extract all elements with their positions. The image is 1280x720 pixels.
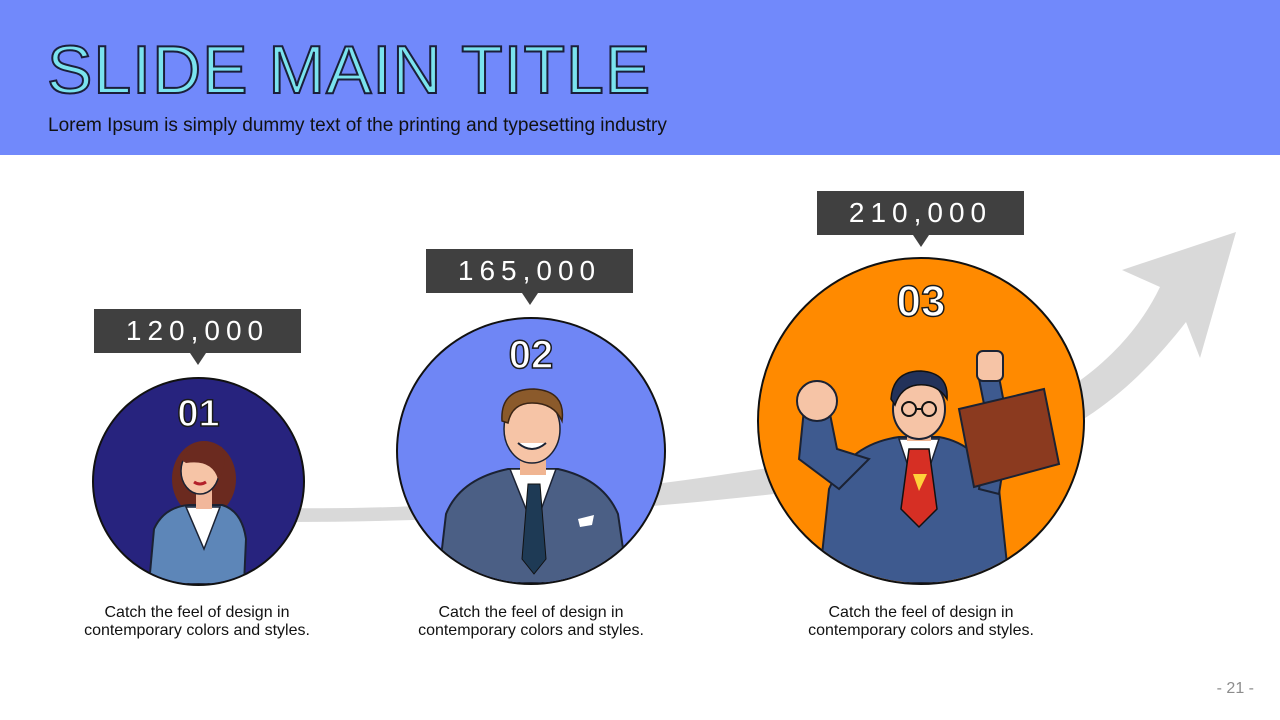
step-circle-2: 02	[396, 317, 666, 585]
woman-illustration-icon	[147, 441, 248, 584]
value-bubble-1: 120,000	[94, 309, 301, 365]
step-number-1: 01	[177, 392, 221, 436]
slide-title: SLIDE MAIN TITLE	[46, 31, 652, 109]
caption-2-line-2: contemporary colors and styles.	[418, 622, 644, 639]
step-number-2: 02	[508, 332, 554, 378]
slide-subtitle: Lorem Ipsum is simply dummy text of the …	[48, 115, 667, 136]
caption-1: Catch the feel of design in contemporary…	[62, 604, 332, 640]
businessman-illustration-icon	[436, 388, 630, 583]
superhero-businessman-illustration-icon	[796, 350, 1061, 583]
page-number: - 21 -	[1216, 680, 1254, 697]
caption-1-line-2: contemporary colors and styles.	[84, 622, 310, 639]
value-bubble-2: 165,000	[426, 249, 633, 305]
step-circle-1: 01	[92, 377, 305, 586]
step-circle-3: 03	[757, 257, 1085, 585]
caption-1-line-1: Catch the feel of design in	[104, 604, 290, 621]
value-label-3: 210,000	[848, 197, 993, 228]
value-bubble-3: 210,000	[817, 191, 1024, 247]
header-banner: SLIDE MAIN TITLE Lorem Ipsum is simply d…	[0, 0, 1280, 155]
caption-2-line-1: Catch the feel of design in	[438, 604, 624, 621]
value-label-1: 120,000	[125, 315, 270, 346]
caption-2: Catch the feel of design in contemporary…	[396, 604, 666, 640]
step-number-3: 03	[896, 276, 946, 327]
value-label-2: 165,000	[457, 255, 602, 286]
caption-3-line-2: contemporary colors and styles.	[808, 622, 1034, 639]
caption-3-line-1: Catch the feel of design in	[828, 604, 1014, 621]
caption-3: Catch the feel of design in contemporary…	[786, 604, 1056, 640]
